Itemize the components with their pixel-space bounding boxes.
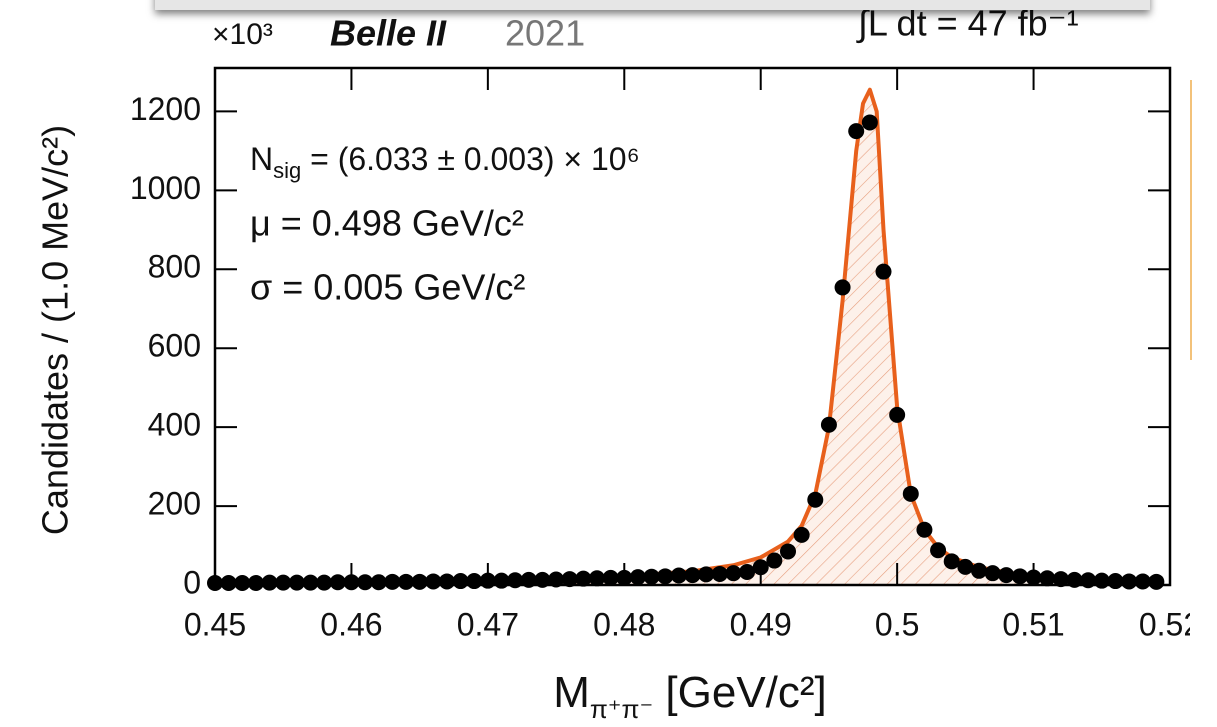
data-point [916, 521, 933, 538]
data-point [548, 571, 565, 588]
data-point [438, 573, 455, 590]
data-point [1052, 571, 1069, 588]
data-point [902, 485, 919, 502]
data-point [998, 567, 1015, 584]
data-point [589, 570, 605, 587]
data-point [957, 558, 974, 575]
data-point [725, 565, 742, 582]
data-point [452, 573, 469, 590]
x-tick-label: 0.51 [1002, 606, 1064, 642]
data-point [848, 123, 865, 140]
y-tick-label: 400 [148, 407, 201, 443]
data-point [370, 574, 387, 591]
x-tick-label: 0.46 [320, 606, 382, 642]
data-point [384, 573, 401, 590]
data-point [820, 416, 837, 433]
annotation-part: N [250, 141, 273, 177]
data-point [398, 573, 414, 590]
plot-frame [213, 66, 1172, 587]
data-point [643, 568, 660, 585]
data-point [861, 114, 878, 131]
scale-label: ×10³ [212, 18, 273, 51]
data-point [930, 542, 947, 559]
data-point [657, 568, 674, 585]
data-point [425, 573, 442, 590]
data-point [329, 574, 346, 591]
data-point [739, 563, 756, 580]
x-label-sub: π⁺π⁻ [590, 694, 653, 724]
data-point [766, 552, 783, 569]
data-point [234, 575, 251, 592]
data-point [357, 574, 374, 591]
page-edge [1190, 0, 1217, 727]
x-axis-label: Mπ⁺π⁻ [GeV/c²] [553, 668, 827, 724]
data-point [793, 526, 810, 543]
annotation: μ = 0.498 GeV/c² [250, 203, 524, 244]
data-point [1107, 573, 1124, 590]
x-tick-label: 0.49 [730, 606, 792, 642]
data-point [411, 573, 428, 590]
data-point [220, 575, 237, 592]
data-point [780, 543, 796, 560]
data-point [875, 263, 892, 280]
y-axis-label: Candidates / (1.0 MeV/c²) [35, 125, 76, 535]
data-point [889, 406, 906, 423]
data-point [834, 279, 851, 296]
data-point [302, 574, 319, 591]
y-tick-label: 1000 [130, 170, 201, 206]
data-point [698, 566, 715, 583]
data-point [561, 571, 578, 588]
year-label: 2021 [505, 13, 585, 54]
data-point [1121, 573, 1138, 590]
data-point [670, 567, 687, 584]
y-tick-label: 600 [148, 328, 201, 364]
experiment-label: Belle II [330, 13, 447, 54]
top-banner [155, 0, 1150, 10]
plot-area: 0 200 400 600 800 1000 1200 0.45 0.46 0.47 0.48 0.4… [130, 66, 1201, 642]
x-label-part: M [553, 668, 590, 717]
data-point [684, 567, 701, 584]
data-point [575, 570, 592, 587]
data-point [493, 572, 510, 589]
data-point [1134, 573, 1151, 590]
annotation: Nsig = (6.033 ± 0.003) × 10⁶ [250, 141, 640, 182]
data-point [466, 573, 483, 590]
data-point [629, 569, 646, 586]
y-tick-label: 0 [183, 564, 201, 600]
x-label-part: [GeV/c²] [653, 668, 827, 717]
x-tick-label: 0.47 [457, 606, 519, 642]
data-point [943, 553, 960, 570]
y-tick-label: 200 [148, 486, 201, 522]
data-point [275, 574, 292, 591]
data-point [602, 569, 619, 586]
data-point [1011, 568, 1028, 585]
data-point [984, 565, 1001, 582]
x-tick-label: 0.45 [184, 606, 246, 642]
data-point [711, 565, 728, 582]
data-point [1093, 572, 1110, 589]
x-tick-label: 0.48 [593, 606, 655, 642]
data-point [1039, 570, 1056, 587]
data-point [807, 491, 824, 508]
data-point [247, 575, 264, 592]
annotation-sub: sig [273, 158, 301, 183]
y-tick-label: 800 [148, 249, 201, 285]
data-point [288, 574, 305, 591]
data-point [1148, 573, 1165, 590]
x-tick-label: 0.5 [875, 606, 919, 642]
annotation-part: = (6.033 ± 0.003) × 10⁶ [301, 141, 640, 177]
data-point [316, 574, 333, 591]
data-point [261, 574, 278, 591]
y-tick-label: 1200 [130, 91, 201, 127]
annotation: σ = 0.005 GeV/c² [250, 267, 525, 308]
data-point [971, 562, 987, 579]
